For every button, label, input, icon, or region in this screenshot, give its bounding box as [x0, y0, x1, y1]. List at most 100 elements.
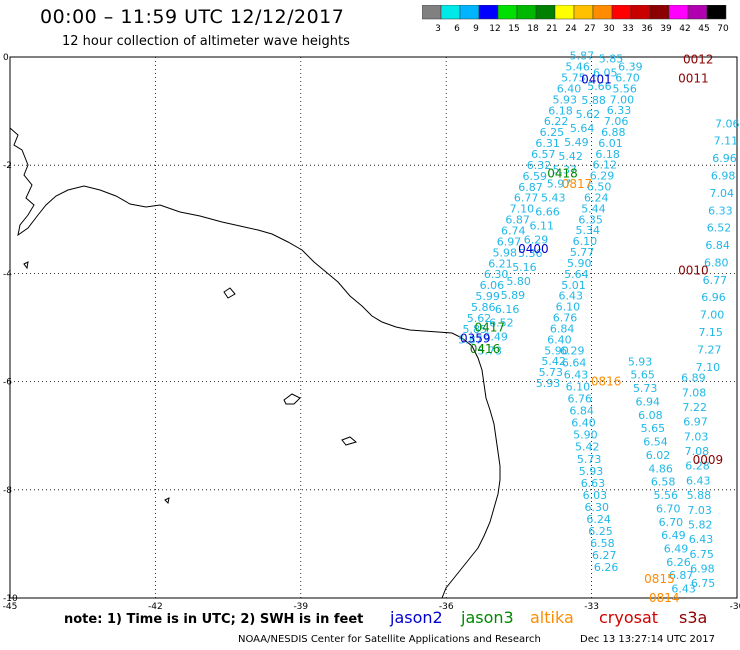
wave-height-value: 5.36: [518, 247, 543, 260]
wave-height-value: 6.21: [488, 257, 513, 270]
wave-height-value: 7.03: [684, 430, 709, 443]
wave-height-value: 6.97: [497, 235, 522, 248]
legend-cryosat: cryosat: [599, 608, 659, 627]
wave-height-value: 6.28: [685, 460, 710, 473]
wave-height-value: 5.93: [553, 93, 578, 106]
wave-height-value: 5.66: [587, 80, 612, 93]
wave-height-value: 6.05: [593, 66, 618, 79]
wave-height-value: 5.42: [575, 441, 600, 454]
color-scale-tick: 33: [622, 24, 633, 34]
wave-height-value: 6.25: [588, 525, 613, 538]
wave-height-value: 6.49: [664, 542, 689, 555]
wave-height-value: 6.96: [701, 291, 726, 304]
color-scale-tick: 21: [546, 24, 557, 34]
wave-height-value: 5.97: [547, 178, 572, 191]
wave-height-value: 7.00: [700, 309, 725, 322]
wave-height-value: 5.87: [570, 50, 595, 63]
wave-height-value: 5.56: [653, 489, 678, 502]
color-scale-tick: 39: [660, 24, 672, 34]
wave-height-value: 6.39: [618, 61, 643, 74]
wave-height-value: 6.89: [681, 372, 706, 385]
color-scale-swatch: [706, 5, 727, 20]
coastline: [9, 127, 501, 599]
wave-height-value: 5.49: [564, 136, 589, 149]
pass-time-label: 0012: [683, 53, 714, 67]
color-scale-tick: 70: [717, 24, 729, 34]
wave-height-value: 7.00: [610, 93, 635, 106]
wave-height-value: 5.73: [539, 366, 564, 379]
wave-height-value: 6.26: [666, 556, 691, 569]
wave-height-value: 5.64: [570, 122, 595, 135]
wave-height-value: 7.08: [682, 386, 707, 399]
pass-time-label: 0359: [460, 331, 491, 345]
wave-height-value: 5.77: [570, 246, 595, 259]
wave-height-value: 5.73: [577, 453, 602, 466]
pass-time-label: 0009: [693, 453, 724, 467]
wave-height-value: 6.63: [581, 477, 606, 490]
wave-height-value: 6.87: [518, 181, 543, 194]
wave-height-value: 6.76: [568, 393, 593, 406]
legend-s3a: s3a: [679, 608, 708, 627]
wave-height-value: 6.27: [592, 549, 617, 562]
wave-height-value: 6.77: [514, 192, 539, 205]
wave-height-value: 5.16: [512, 261, 537, 274]
wave-height-value: 6.10: [566, 381, 591, 394]
wave-height-value: 5.87: [458, 334, 483, 347]
y-tick-label: -10: [3, 594, 18, 604]
wave-height-value: 5.37: [553, 164, 578, 177]
wave-height-value: 6.22: [544, 115, 569, 128]
wave-height-value: 5.43: [541, 192, 566, 205]
wave-height-value: 6.94: [636, 395, 661, 408]
color-scale-tick: 36: [641, 24, 653, 34]
wave-height-value: 6.43: [558, 290, 583, 303]
chart-subtitle: 12 hour collection of altimeter wave hei…: [62, 34, 350, 49]
color-scale-tick: 15: [508, 24, 519, 34]
wave-height-value: 6.70: [659, 516, 684, 529]
wave-height-value: 6.70: [656, 502, 681, 515]
wave-height-value: 6.33: [708, 204, 733, 217]
wave-height-value: 7.06: [604, 115, 629, 128]
wave-height-value: 6.18: [595, 148, 620, 161]
wave-height-value: 6.77: [703, 274, 728, 287]
wave-height-value: 5.93: [628, 355, 653, 368]
wave-height-value: 6.30: [584, 501, 609, 514]
wave-height-value: 5.90: [544, 344, 569, 357]
wave-height-value: 6.64: [562, 357, 587, 370]
wave-height-value: 6.52: [707, 222, 732, 235]
y-tick-label: -2: [3, 161, 12, 171]
wave-height-value: 6.40: [571, 417, 596, 430]
wave-height-value: 7.03: [687, 504, 712, 517]
wave-height-value: 6.32: [527, 159, 552, 172]
wave-height-value: 5.93: [536, 377, 561, 390]
wave-height-value: 5.73: [633, 382, 658, 395]
wave-height-value: 7.10: [696, 361, 721, 374]
wave-height-value: 6.52: [489, 317, 514, 330]
wave-height-value: 5.01: [561, 279, 586, 292]
wave-height-value: 6.02: [646, 449, 671, 462]
wave-height-value: 6.29: [560, 345, 585, 358]
x-tick-label: -30: [730, 602, 740, 610]
wave-height-value: 5.46: [565, 61, 590, 74]
wave-height-value: 6.58: [590, 537, 615, 550]
color-scale-tick: 30: [603, 24, 615, 34]
wave-height-value: 6.26: [594, 561, 619, 574]
color-scale-tick: 24: [565, 24, 577, 34]
wave-height-value: 6.10: [556, 301, 581, 314]
x-tick-label: -45: [3, 602, 18, 610]
wave-height-value: 5.90: [567, 257, 592, 270]
color-scale-tick: 6: [454, 24, 460, 34]
pass-time-label: 0816: [591, 375, 622, 389]
wave-height-value: 5.88: [581, 94, 606, 107]
pass-time-label: 0417: [475, 321, 506, 335]
wave-height-value: 7.06: [715, 117, 740, 130]
pass-time-label: 0400: [518, 242, 549, 256]
wave-height-value: 6.88: [601, 126, 626, 139]
wave-height-value: 6.31: [535, 137, 560, 150]
wave-height-value: 6.30: [484, 268, 509, 281]
note-text: note: 1) Time is in UTC; 2) SWH is in fe…: [64, 612, 364, 627]
wave-height-value: 6.03: [583, 489, 608, 502]
wave-height-value: 6.59: [522, 170, 547, 183]
wave-height-value: 6.33: [607, 104, 632, 117]
color-scale-tick: 45: [698, 24, 709, 34]
